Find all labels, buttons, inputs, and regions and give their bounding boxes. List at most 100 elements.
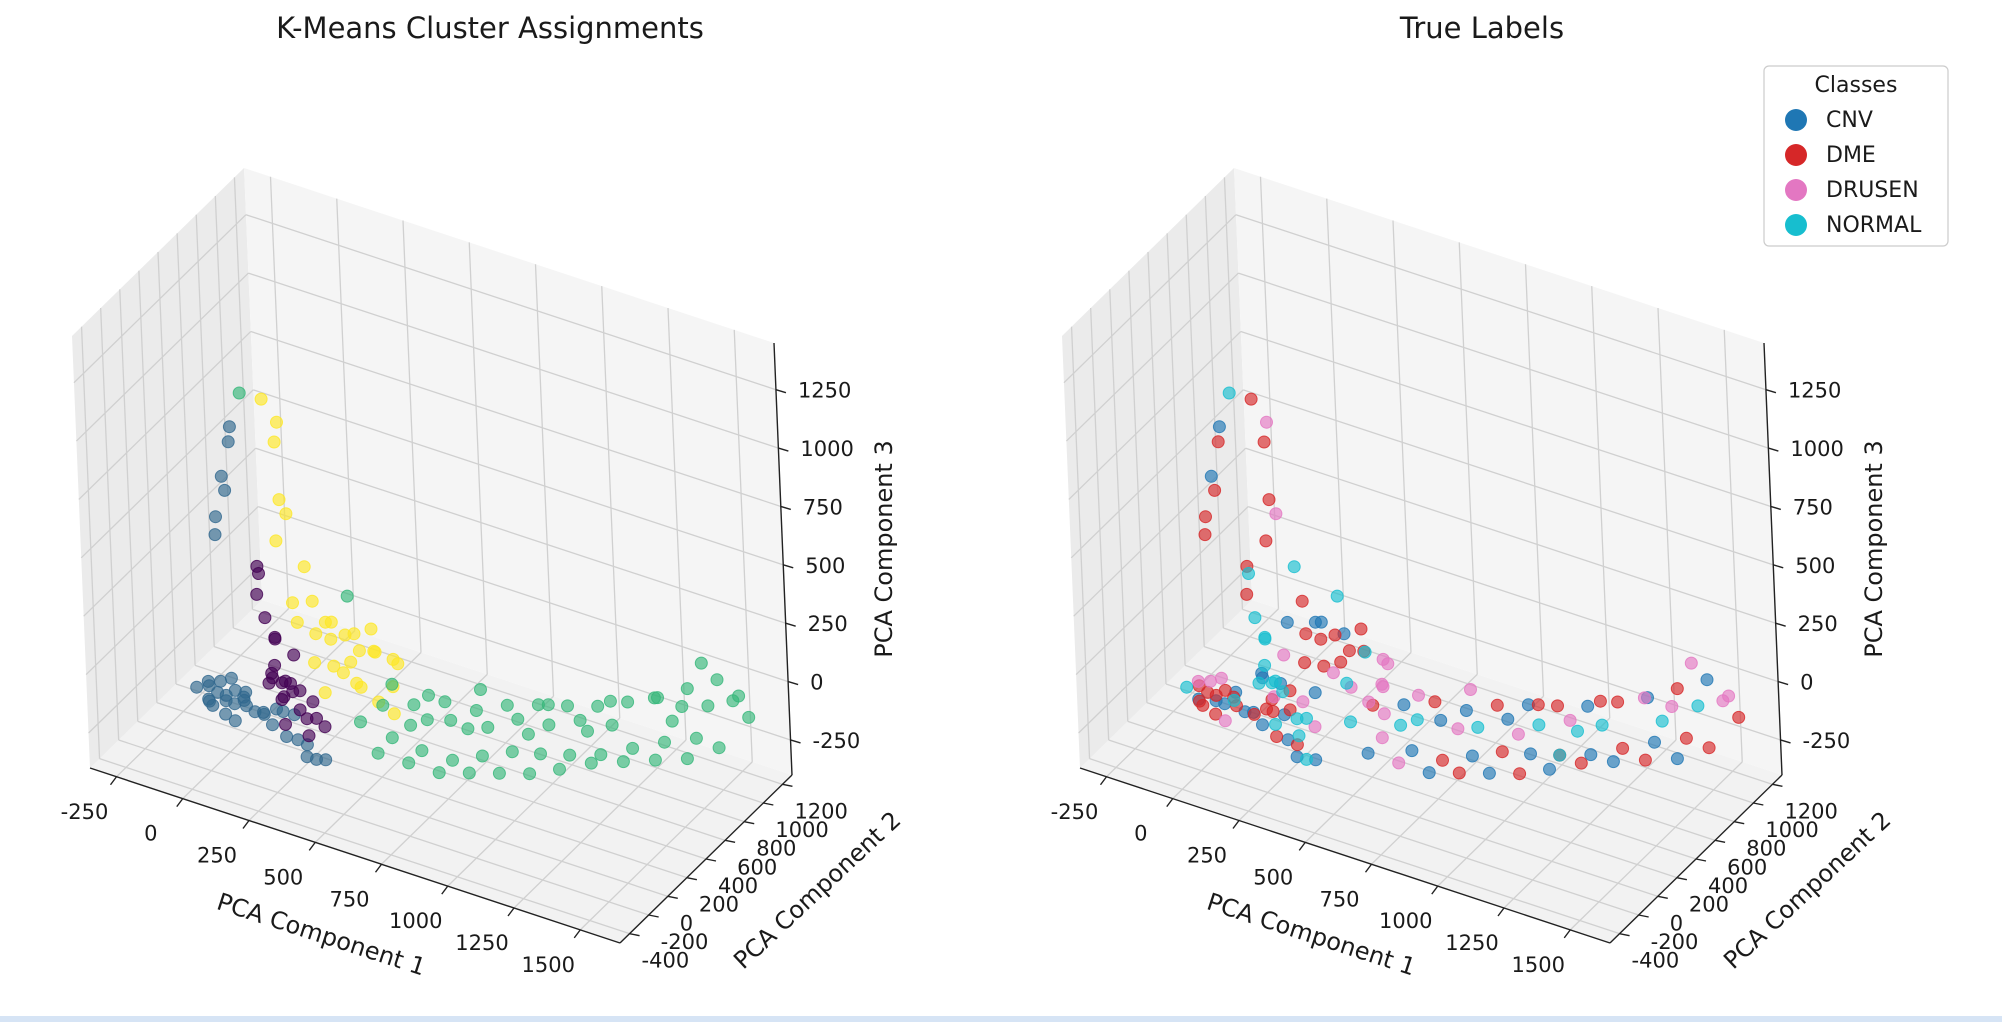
scatter-point [222,420,236,434]
gridline-z [1070,389,1244,559]
y-tick-label: -200 [661,930,709,954]
scatter-point [461,722,475,736]
y-tick-mark [1657,895,1668,900]
legend-entry: DRUSEN [1826,178,1919,203]
scatter-point [1375,677,1389,691]
gridline-y [80,326,101,759]
scatter-point [293,703,307,717]
scatter-point [647,691,661,705]
scatter-point [420,713,434,727]
scatter-point [675,700,689,713]
gridline-z [1243,389,1774,566]
legend-box [1763,65,1949,247]
scatter-point [344,655,358,669]
scatter-point [1269,717,1282,731]
scatter-point [1553,748,1567,762]
x-tick-label: 0 [1134,822,1147,846]
scatter-point [232,386,246,400]
gridline-y [195,214,215,647]
scatter-point [742,710,756,724]
gridline-x [336,198,356,631]
scatter-point [1258,630,1272,644]
x-tick-mark [441,885,449,895]
scatter-point [269,534,283,548]
gridline-y [1204,195,1224,629]
x-tick-mark [1232,820,1240,829]
gridline-z [1078,564,1251,734]
scatter-point [694,656,708,670]
scatter-point [553,762,566,776]
legend-marker [1785,179,1807,201]
scatter-point [469,704,483,717]
scatter-point [252,567,265,580]
x-tick-mark [507,907,515,917]
scatter-point [1394,718,1408,732]
scatter-point [415,744,429,758]
z-tick-mark [778,447,789,452]
scatter-point [290,615,304,629]
gridline-y [1108,739,1639,916]
z-axis-line [1763,342,1783,776]
scatter-point [1412,688,1425,702]
x-tick-label: 1000 [389,909,442,933]
scatter-point [352,644,366,658]
scatter-point [1495,745,1509,759]
y-tick-mark [1714,839,1726,844]
scatter-point [214,674,227,688]
scatter-point [1283,703,1297,717]
scatter-point [1606,755,1620,769]
scatter-point [1684,656,1698,670]
scatter-point [1501,712,1515,726]
scatter-point [584,756,598,770]
scatter-point [475,749,489,763]
x-tick-label: 500 [263,865,303,889]
gridline-y [1109,289,1129,722]
gridline-y [99,758,630,935]
x-axis-line [89,767,621,944]
scatter-points [190,386,756,781]
scatter-point [1638,753,1652,767]
z-tick-label: 750 [1793,495,1833,519]
scatter-point [1252,676,1266,690]
scatter-point [391,657,405,671]
scatter-point [262,676,276,690]
x-tick-label: 250 [1187,844,1227,868]
scatter-point [318,720,332,734]
scatter-point [563,748,577,762]
scatter-point [258,611,272,625]
gridline-z [1063,214,1237,384]
scatter-point [1204,674,1217,688]
scatter-point [407,698,421,712]
scatter-point [1670,682,1684,696]
scatter-point [594,748,608,762]
x-tick-mark [1563,929,1571,939]
chart-title: True Labels [1399,11,1564,45]
x-tick-mark [1298,841,1306,851]
gridline-y [138,270,158,703]
scatter-point [446,753,459,767]
scatter-point [318,686,332,700]
scatter-point [1342,644,1356,658]
z-tick-mark [787,680,799,686]
scatter-point [1452,766,1466,780]
scatter-point [1247,707,1261,721]
scatter-point [1191,674,1205,688]
gridline-z [248,272,779,449]
x-tick-mark [573,929,581,939]
scatter-point [1375,731,1389,745]
x-tick-label: 1000 [1379,909,1432,933]
z-tick-mark [1775,622,1786,627]
scatter-point [1344,715,1357,729]
y-tick-mark [648,914,659,918]
scatter-point [1436,753,1449,767]
scatter-point [1276,685,1290,699]
scatter-point [354,715,367,729]
legend-title: Classes [1815,73,1898,98]
scatter-point [208,528,222,542]
z-tick-label: 1000 [1790,437,1843,461]
y-tick-label: 400 [718,874,758,898]
z-tick-mark [1773,564,1784,569]
scatter-point [581,724,594,738]
